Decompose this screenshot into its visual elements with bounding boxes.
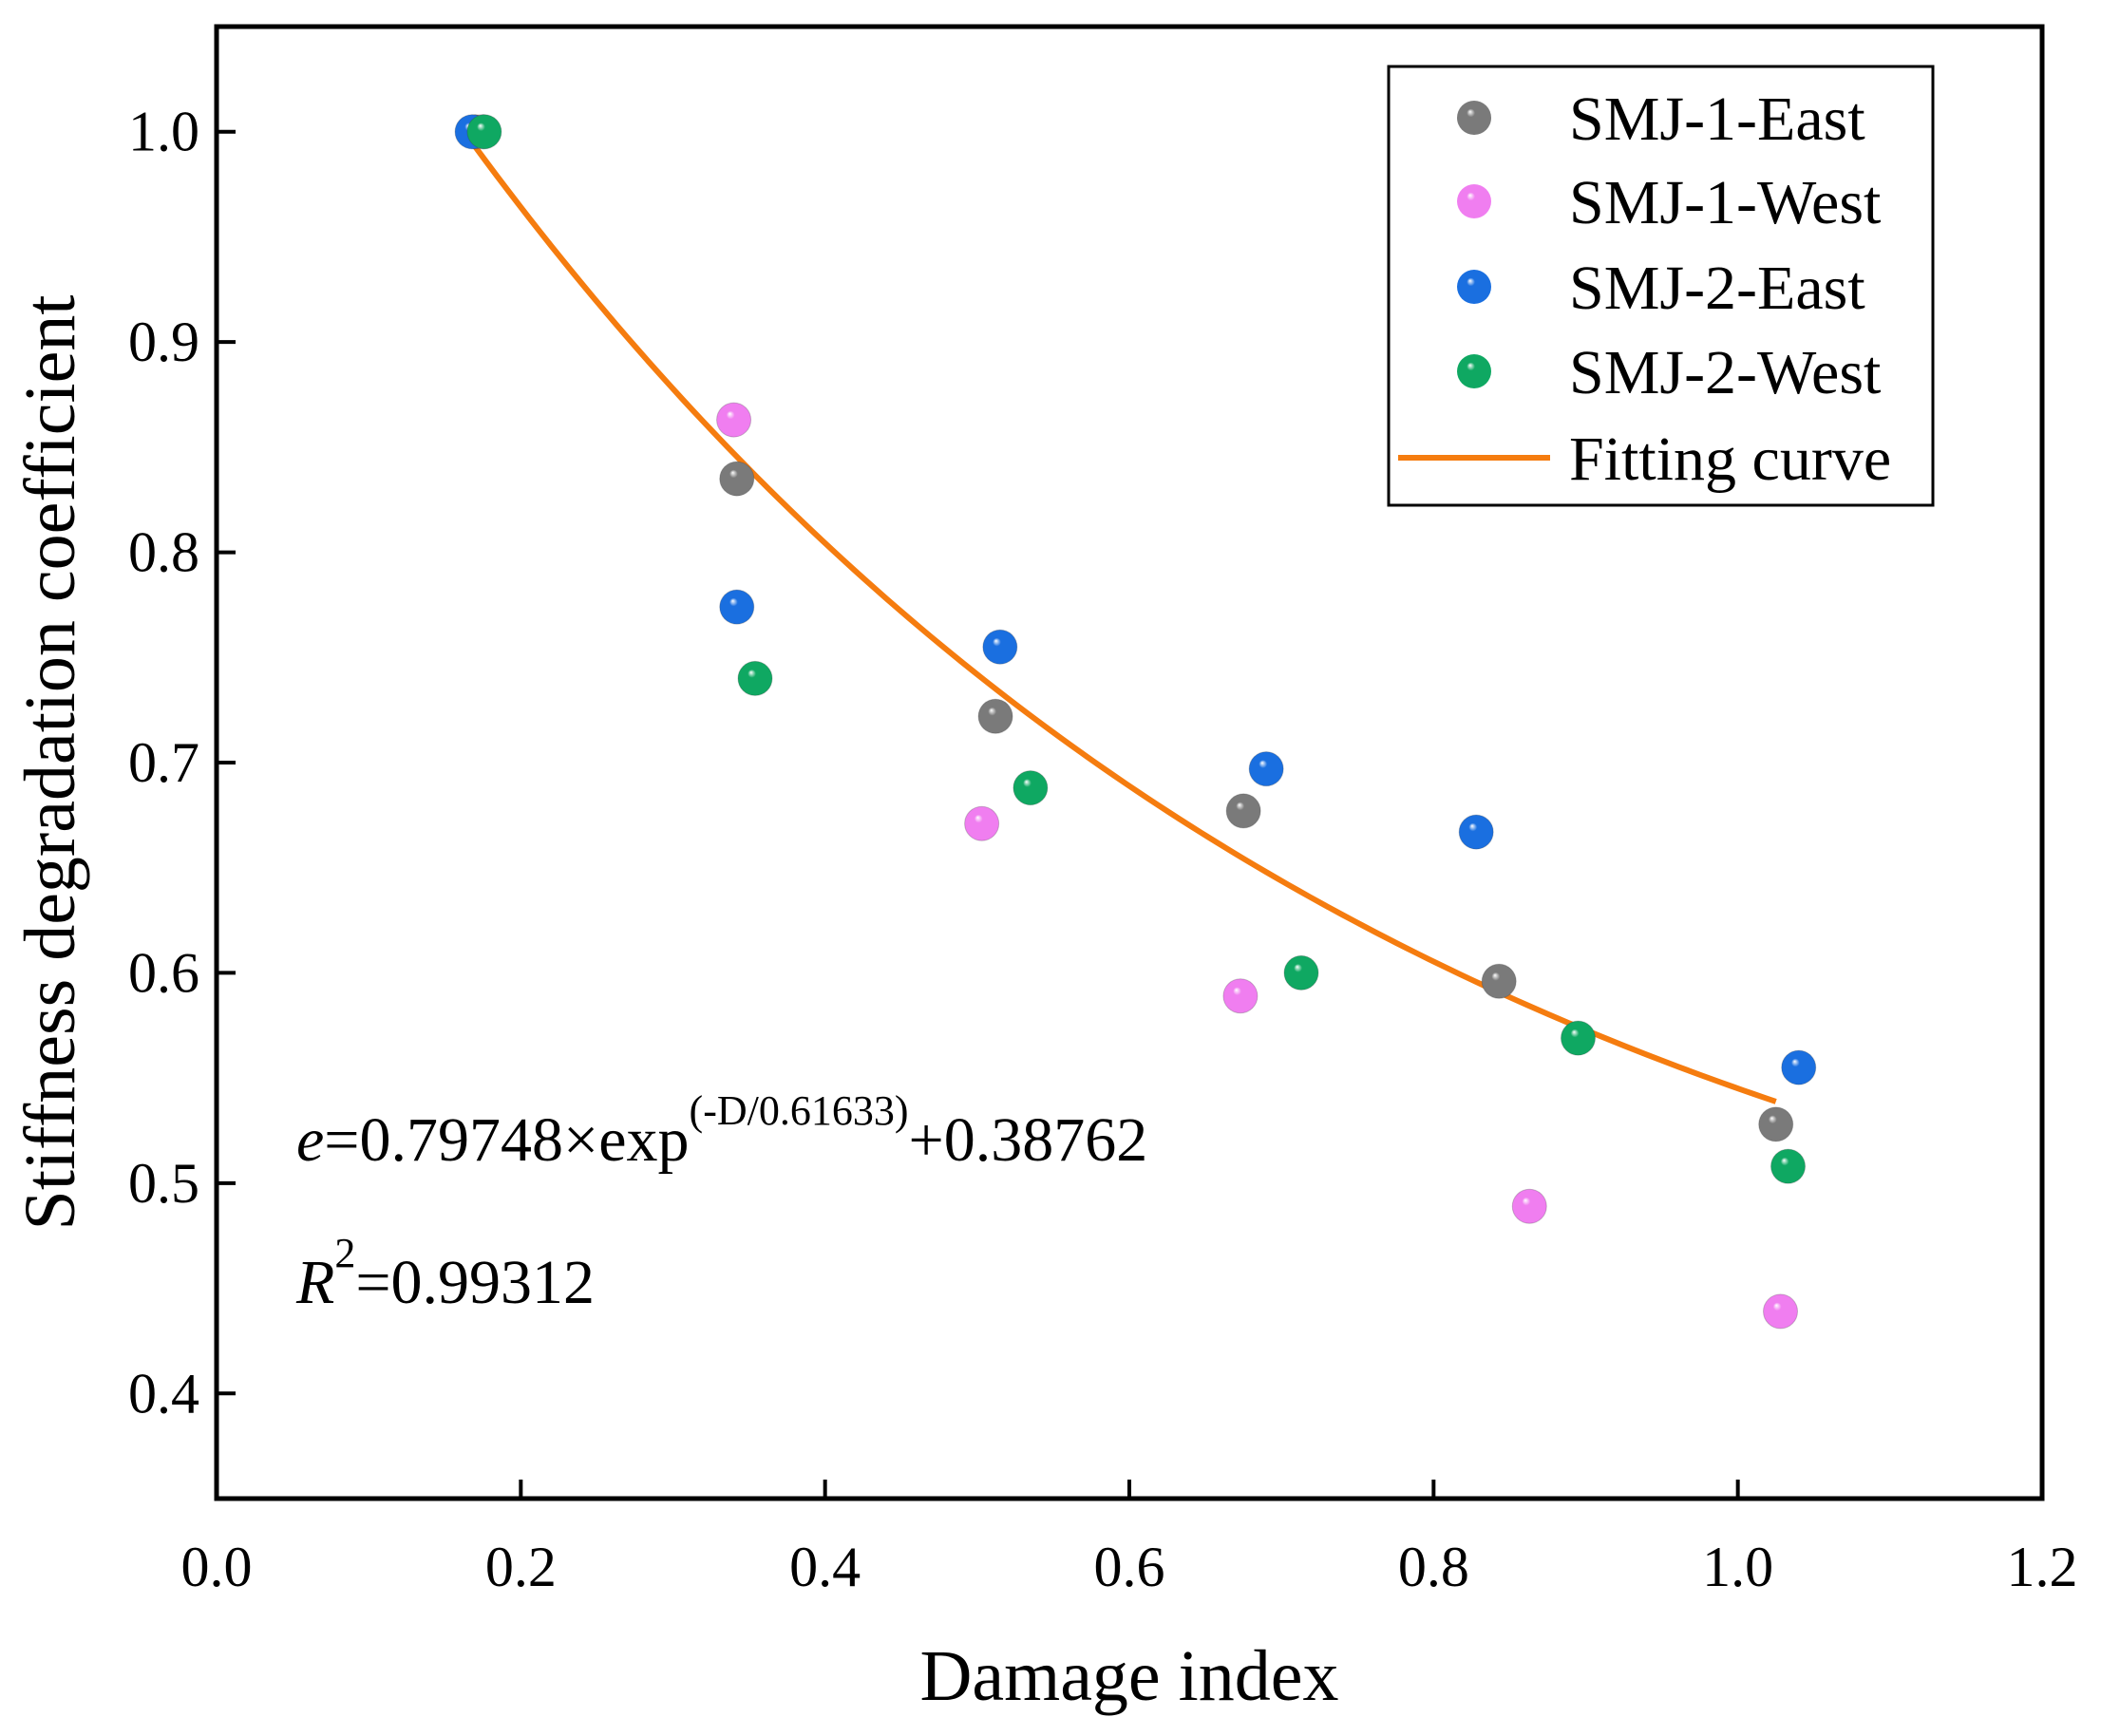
data-point-smj-1-west xyxy=(1763,1293,1799,1330)
x-tick-label: 1.0 xyxy=(1702,1536,1773,1598)
data-point-smj-1-west xyxy=(1511,1188,1547,1224)
data-point-smj-2-east xyxy=(719,589,755,625)
legend: SMJ-1-East SMJ-1-West SMJ-2-East SMJ-2-West… xyxy=(1387,65,1935,507)
data-point-smj-1-west xyxy=(964,805,1000,841)
legend-marker-smj-2-west xyxy=(1457,354,1491,388)
x-axis-ticks: 0.0 0.2 0.4 0.6 0.8 1.0 1.2 xyxy=(181,1480,2078,1598)
data-point-smj-2-west xyxy=(1283,954,1319,991)
x-tick-label: 0.4 xyxy=(789,1536,861,1598)
data-point-smj-2-east xyxy=(982,629,1018,665)
fit-equation-variable: e xyxy=(296,1105,324,1175)
data-point-smj-1-east xyxy=(1481,963,1517,999)
x-tick-label: 1.2 xyxy=(2007,1536,2078,1598)
data-point-smj-1-east xyxy=(1758,1106,1794,1142)
points-layer xyxy=(454,114,1817,1330)
y-axis-ticks: 0.4 0.5 0.6 0.7 0.8 0.9 1.0 xyxy=(128,101,236,1425)
data-point-smj-1-east xyxy=(719,461,755,497)
legend-label-fitting-curve: Fitting curve xyxy=(1569,425,1891,494)
y-tick-label: 1.0 xyxy=(128,101,199,163)
y-tick-label: 0.4 xyxy=(128,1362,199,1425)
data-point-smj-2-east xyxy=(1781,1049,1817,1085)
x-tick-label: 0.2 xyxy=(485,1536,557,1598)
fit-layer xyxy=(472,144,1777,1104)
r-squared-exponent: 2 xyxy=(334,1230,355,1276)
y-tick-label: 0.7 xyxy=(128,731,199,794)
y-tick-label: 0.9 xyxy=(128,311,199,373)
data-point-smj-1-west xyxy=(716,402,752,438)
x-tick-label: 0.6 xyxy=(1094,1536,1165,1598)
fit-equation-main: =0.79748×exp xyxy=(324,1105,689,1175)
y-tick-label: 0.6 xyxy=(128,941,199,1004)
data-point-smj-2-west xyxy=(737,660,773,696)
x-tick-label: 0.0 xyxy=(181,1536,253,1598)
r-squared-variable: R xyxy=(295,1248,334,1317)
legend-label-smj-2-east: SMJ-2-East xyxy=(1569,254,1865,323)
x-tick-label: 0.8 xyxy=(1398,1536,1469,1598)
legend-label-smj-1-west: SMJ-1-West xyxy=(1569,168,1881,237)
r-squared-value: =0.99312 xyxy=(355,1248,595,1317)
r-squared: R2=0.99312 xyxy=(295,1230,595,1317)
y-tick-label: 0.8 xyxy=(128,521,199,584)
fit-equation-tail: +0.38762 xyxy=(909,1105,1148,1175)
legend-label-smj-2-west: SMJ-2-West xyxy=(1569,338,1881,407)
legend-items: SMJ-1-East SMJ-1-West SMJ-2-East SMJ-2-West xyxy=(1457,85,1881,407)
fit-equation-exponent: (-D/0.61633) xyxy=(690,1087,909,1134)
y-axis-title: Stiffness degradation coefficient xyxy=(10,295,90,1231)
data-point-smj-2-east xyxy=(1248,751,1284,787)
data-point-smj-2-east xyxy=(1458,814,1494,850)
y-tick-label: 0.5 xyxy=(128,1152,199,1215)
data-point-smj-2-west xyxy=(1013,770,1049,806)
data-point-smj-2-west xyxy=(466,114,502,150)
data-point-smj-1-east xyxy=(977,698,1013,734)
data-point-smj-2-west xyxy=(1560,1020,1596,1056)
legend-marker-smj-1-east xyxy=(1457,101,1491,135)
data-point-smj-1-east xyxy=(1225,793,1261,829)
legend-marker-smj-1-west xyxy=(1457,184,1491,218)
fit-equation: e=0.79748×exp(-D/0.61633)+0.38762 xyxy=(296,1087,1147,1175)
legend-marker-smj-2-east xyxy=(1457,270,1491,304)
data-point-smj-2-west xyxy=(1770,1148,1807,1184)
legend-label-smj-1-east: SMJ-1-East xyxy=(1569,85,1865,154)
x-axis-title: Damage index xyxy=(919,1636,1338,1716)
data-point-smj-1-west xyxy=(1222,978,1259,1014)
fitting-curve xyxy=(472,144,1777,1104)
